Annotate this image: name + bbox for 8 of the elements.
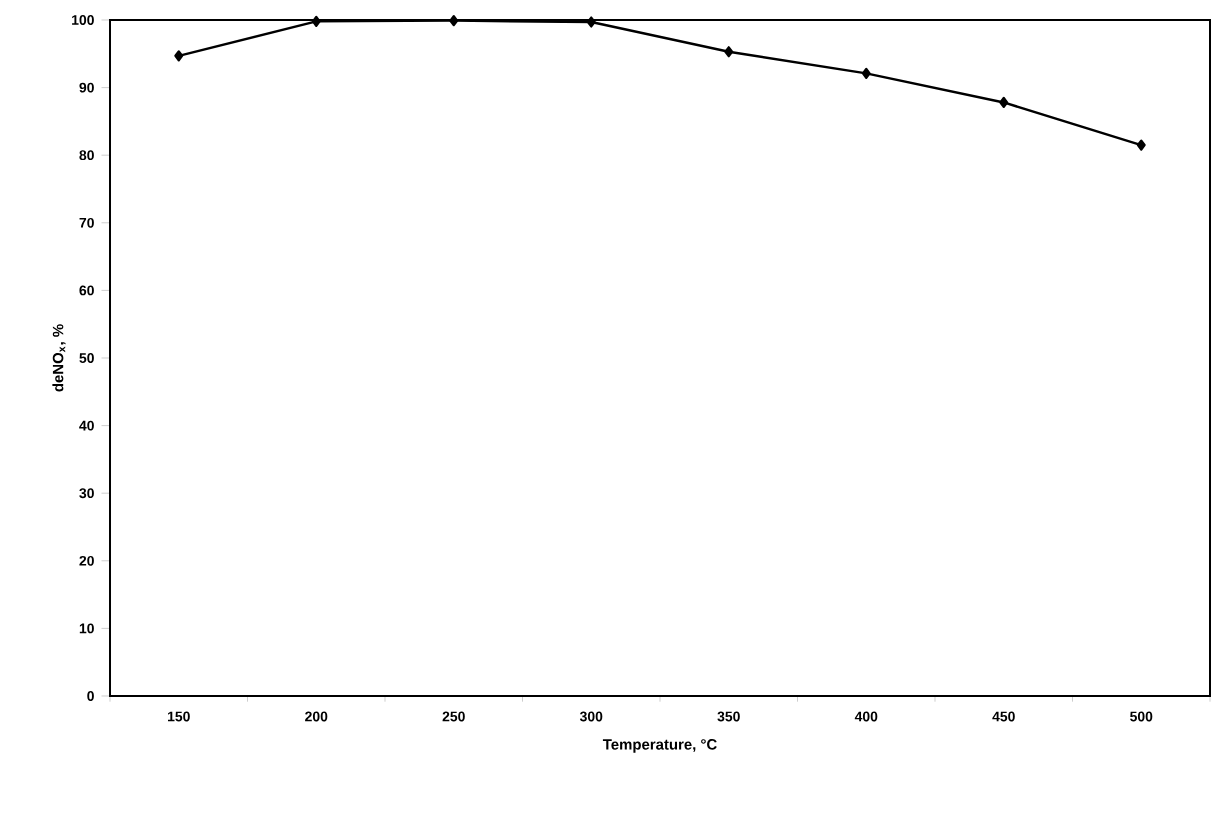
point <box>311 15 321 27</box>
point <box>174 50 184 62</box>
point <box>861 67 871 79</box>
point <box>724 46 734 58</box>
point <box>449 15 459 27</box>
point <box>1136 139 1146 151</box>
point <box>999 96 1009 109</box>
point <box>586 16 596 28</box>
